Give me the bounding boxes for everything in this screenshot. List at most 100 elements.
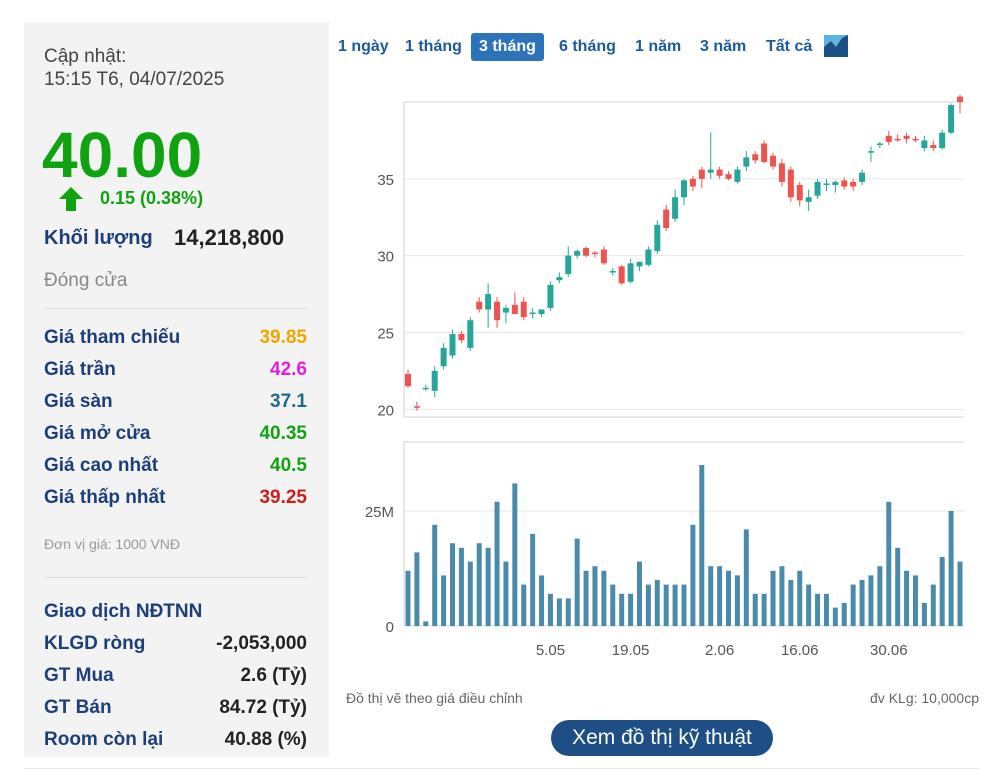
candle-body [698, 169, 705, 179]
volume-bar [921, 603, 927, 626]
volume-value: 14,218,800 [174, 225, 285, 250]
candle-body [440, 347, 447, 367]
volume-bar [423, 621, 429, 626]
volume-bar [904, 570, 910, 626]
update-label: Cập nhật: [44, 46, 127, 67]
volume-bar [708, 566, 714, 626]
volume-bar [806, 584, 812, 626]
volume-bar [547, 593, 553, 626]
volume-bar [414, 552, 420, 626]
volume-bar [494, 501, 500, 626]
candle-body [894, 138, 901, 141]
volume-bar [850, 584, 856, 626]
volume-bar [565, 598, 571, 626]
volume-bar [663, 584, 669, 626]
tab-3-months[interactable]: 3 tháng [471, 33, 544, 61]
price-tick-label: 20 [377, 402, 394, 419]
volume-bar [503, 561, 509, 626]
tab-3-years[interactable]: 3 năm [700, 38, 747, 55]
candle-body [823, 183, 830, 185]
candle-body [476, 301, 483, 310]
candle-body [654, 224, 661, 252]
volume-bar [405, 570, 411, 626]
price-unit-note: Đơn vị giá: 1000 VNĐ [44, 536, 181, 552]
candle-body [805, 197, 812, 202]
foreign-buy-label: GT Mua [44, 665, 114, 686]
x-tick-label: 5.05 [536, 642, 565, 659]
stock-info-panel: Cập nhật: 15:15 T6, 04/07/2025 40.00 0.1… [24, 22, 329, 757]
technical-chart-button[interactable]: Xem đồ thị kỹ thuật [551, 720, 773, 756]
x-tick-label: 2.06 [705, 642, 734, 659]
candle-body [912, 138, 919, 141]
candle-body [850, 181, 857, 187]
volume-bar [895, 547, 901, 626]
candle-body [609, 271, 616, 273]
volume-tick-label: 0 [386, 619, 394, 636]
candle-body [761, 143, 768, 162]
tab-1-year[interactable]: 1 năm [635, 38, 682, 55]
volume-bar [681, 584, 687, 626]
tab-6-months[interactable]: 6 tháng [559, 38, 616, 55]
candle-body [600, 249, 607, 264]
quote-label-high: Giá cao nhất [44, 455, 159, 476]
volume-bar [957, 561, 963, 626]
volume-bar [868, 575, 874, 626]
volume-bar [930, 584, 936, 626]
volume-bar [574, 538, 580, 626]
volume-bar [841, 603, 847, 626]
candle-body [957, 96, 963, 102]
volume-bar [832, 607, 838, 626]
volume-bar [521, 584, 527, 626]
candle-body [778, 163, 785, 182]
divider [44, 577, 308, 578]
volume-bar [761, 593, 767, 626]
candle-body [663, 209, 670, 228]
candle-body [716, 169, 723, 176]
candle-body [413, 406, 420, 408]
update-time: 15:15 T6, 04/07/2025 [44, 69, 225, 90]
candle-body [458, 334, 465, 341]
candle-body [841, 180, 848, 187]
price-tick-label: 35 [377, 172, 394, 189]
candle-body [885, 135, 892, 142]
foreign-room-value: 40.88 (%) [224, 729, 307, 750]
candle-body [511, 304, 518, 315]
candlestick-series [405, 94, 963, 411]
volume-bar [743, 529, 749, 626]
candle-body [529, 312, 536, 315]
volume-bar [476, 543, 482, 626]
volume-bar [610, 584, 616, 626]
price-volume-chart: 20 25 30 35 0 25M 5.05 19.05 2.06 16.06 30.06 [365, 94, 964, 659]
candle-body [672, 197, 679, 219]
quote-label-floor: Giá sàn [44, 391, 113, 412]
candle-body [618, 266, 625, 284]
quote-value-floor: 37.1 [270, 391, 307, 412]
candle-body [556, 277, 563, 281]
tab-all[interactable]: Tất cả [766, 38, 813, 55]
current-price: 40.00 [42, 119, 203, 191]
tab-1-day[interactable]: 1 ngày [338, 38, 389, 55]
volume-bar [556, 598, 562, 626]
candle-body [449, 334, 456, 356]
tab-1-month[interactable]: 1 tháng [405, 38, 462, 55]
up-arrow-icon [58, 186, 84, 217]
foreign-trade-title: Giao dịch NĐTNN [44, 601, 203, 622]
quote-value-ceiling: 42.6 [270, 359, 307, 380]
candle-body [903, 135, 910, 139]
volume-bar [512, 483, 518, 626]
quote-label-reference: Giá tham chiếu [44, 327, 181, 348]
volume-bar [877, 566, 883, 626]
volume-bar [450, 543, 456, 626]
volume-bar [530, 534, 536, 626]
foreign-sell-value: 84.72 (Tỷ) [219, 697, 307, 718]
foreign-buy-value: 2.6 (Tỷ) [240, 665, 307, 686]
area-chart-icon[interactable] [824, 35, 848, 62]
quote-value-low: 39.25 [259, 487, 307, 508]
volume-bar [467, 561, 473, 626]
quote-value-reference: 39.85 [259, 327, 307, 348]
volume-bar [628, 593, 634, 626]
volume-bar [592, 566, 598, 626]
x-tick-label: 30.06 [870, 642, 908, 659]
volume-bar [583, 570, 589, 626]
candle-body [538, 309, 545, 315]
